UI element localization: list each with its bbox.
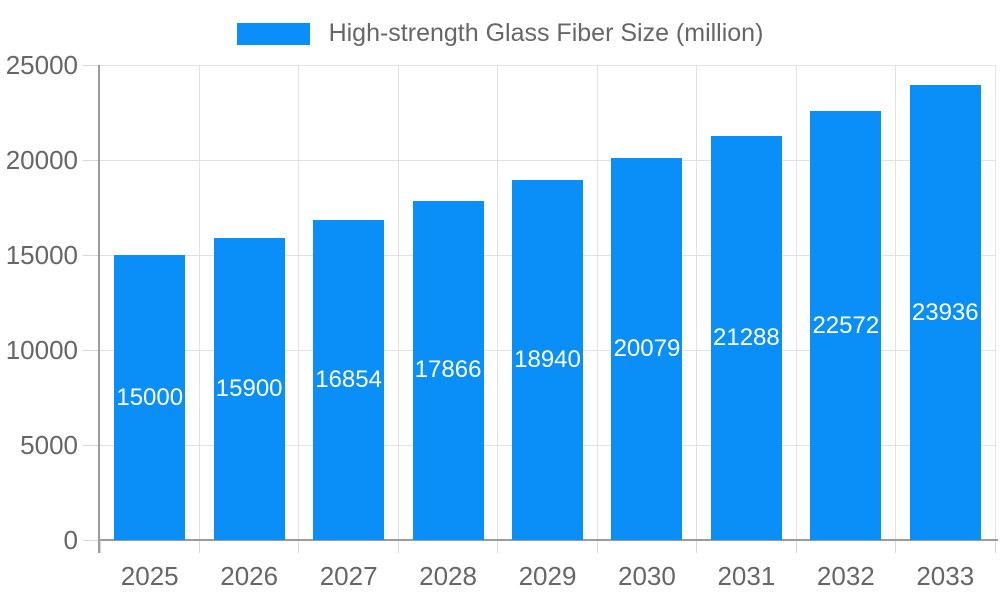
x-axis-tick [696, 540, 698, 553]
bar-2025[interactable] [114, 255, 186, 540]
x-axis-label: 2026 [220, 561, 279, 591]
x-axis-line [98, 539, 998, 541]
legend-label: High-strength Glass Fiber Size (million) [328, 19, 764, 47]
y-axis-label: 5000 [20, 430, 78, 460]
legend[interactable]: High-strength Glass Fiber Size (million) [0, 19, 1000, 48]
y-axis-label: 15000 [5, 240, 78, 270]
x-axis-label: 2029 [518, 561, 577, 591]
x-axis-tick [99, 540, 101, 553]
y-axis-line [98, 65, 100, 553]
x-axis-tick [994, 540, 996, 553]
y-axis-label: 20000 [5, 145, 78, 175]
bar-value-label: 17866 [414, 356, 482, 384]
bar-value-label: 20079 [613, 335, 681, 363]
y-axis-label: 25000 [5, 50, 78, 80]
bar-2029[interactable] [512, 180, 583, 540]
bar-2032[interactable] [810, 111, 882, 540]
gridline-horizontal [100, 159, 995, 161]
bar-value-label: 16854 [315, 365, 382, 393]
gridline-vertical [895, 65, 897, 540]
bar-value-label: 23936 [911, 298, 979, 326]
x-axis-label: 2031 [717, 561, 776, 591]
bar-value-label: 15000 [116, 383, 184, 411]
bar-value-label: 21288 [713, 323, 780, 351]
x-axis-label: 2030 [618, 561, 676, 591]
y-axis-tick [83, 64, 100, 66]
x-axis-tick [198, 540, 200, 553]
bar-2026[interactable] [213, 237, 285, 540]
x-axis-tick [596, 540, 598, 553]
bar-value-label: 22572 [812, 311, 880, 339]
gridline-vertical [696, 65, 698, 540]
x-axis-tick [795, 540, 797, 553]
gridline-vertical [795, 65, 797, 540]
y-axis-tick [83, 539, 100, 541]
gridline-vertical [596, 65, 598, 540]
bar-2033[interactable] [909, 85, 981, 540]
x-axis-label: 2028 [419, 561, 477, 591]
gridline-vertical [198, 65, 200, 540]
y-axis-label: 0 [63, 525, 78, 555]
gridline-horizontal [100, 64, 995, 66]
y-axis-tick [83, 444, 100, 446]
bar-2027[interactable] [313, 219, 385, 540]
bar-value-label: 18940 [514, 346, 581, 374]
bar-value-label: 15900 [215, 374, 283, 402]
x-axis-label: 2033 [916, 561, 975, 591]
gridline-vertical [994, 65, 996, 540]
y-axis-label: 10000 [5, 335, 78, 365]
gridline-vertical [298, 65, 300, 540]
bar-2028[interactable] [412, 200, 484, 540]
x-axis-tick [298, 540, 300, 553]
y-axis-tick [83, 159, 100, 161]
x-axis-label: 2025 [120, 561, 179, 591]
bar-2030[interactable] [611, 158, 683, 540]
gridline-vertical [497, 65, 499, 540]
bar-2031[interactable] [710, 135, 782, 540]
x-axis-tick [397, 540, 399, 553]
y-axis-tick [83, 254, 100, 256]
legend-swatch-icon [236, 22, 310, 45]
x-axis-tick [895, 540, 897, 553]
gridline-vertical [397, 65, 399, 540]
x-axis-tick [497, 540, 499, 553]
x-axis-label: 2027 [319, 561, 378, 591]
x-axis-label: 2032 [816, 561, 875, 591]
y-axis-tick [83, 349, 100, 351]
